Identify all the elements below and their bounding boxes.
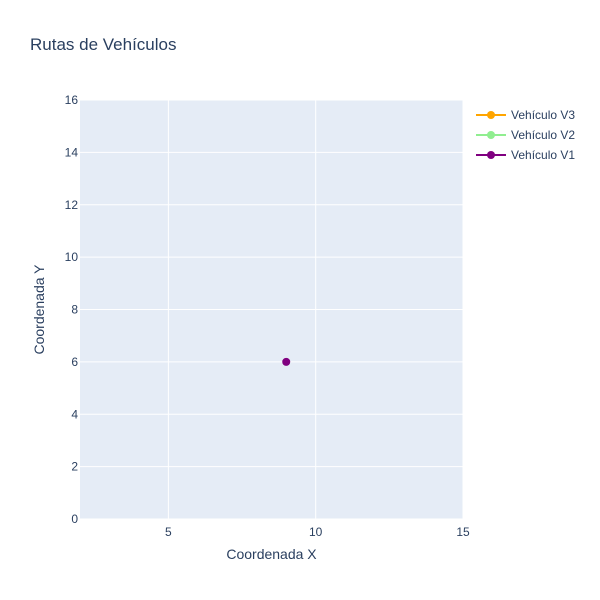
- y-tick-label: 2: [71, 460, 78, 474]
- legend-swatch-marker: [487, 151, 495, 159]
- x-tick-labels: 5 10 15: [165, 525, 470, 539]
- y-tick-label: 0: [71, 512, 78, 526]
- y-tick-label: 8: [71, 303, 78, 317]
- legend-item[interactable]: Vehículo V2: [476, 128, 575, 142]
- y-tick-label: 16: [65, 93, 79, 107]
- legend[interactable]: Vehículo V3 Vehículo V2 Vehículo V1: [476, 108, 575, 162]
- data-point: [282, 358, 290, 366]
- legend-swatch-marker: [487, 131, 495, 139]
- legend-item[interactable]: Vehículo V1: [476, 148, 575, 162]
- x-axis-title: Coordenada X: [226, 546, 317, 562]
- legend-label: Vehículo V3: [511, 108, 575, 122]
- y-tick-labels: 0 2 4 6 8 10 12 14 16: [65, 93, 79, 526]
- data-marks: [282, 358, 290, 366]
- y-tick-label: 10: [65, 250, 79, 264]
- y-tick-label: 14: [65, 145, 79, 159]
- y-tick-label: 4: [71, 407, 78, 421]
- legend-item[interactable]: Vehículo V3: [476, 108, 575, 122]
- legend-label: Vehículo V1: [511, 148, 575, 162]
- legend-swatch-marker: [487, 111, 495, 119]
- x-tick-label: 10: [309, 525, 323, 539]
- x-tick-label: 15: [456, 525, 470, 539]
- x-tick-label: 5: [165, 525, 172, 539]
- y-tick-label: 6: [71, 355, 78, 369]
- y-tick-label: 12: [65, 198, 79, 212]
- chart-title: Rutas de Vehículos: [30, 35, 176, 54]
- legend-label: Vehículo V2: [511, 128, 575, 142]
- y-axis-title: Coordenada Y: [31, 264, 47, 355]
